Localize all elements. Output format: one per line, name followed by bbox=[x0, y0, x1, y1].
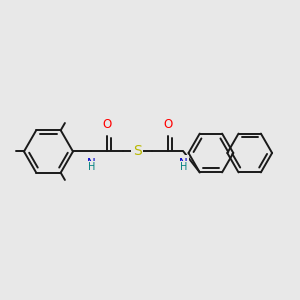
Text: S: S bbox=[133, 145, 142, 158]
Text: H: H bbox=[88, 162, 95, 172]
Text: O: O bbox=[102, 118, 112, 130]
Text: N: N bbox=[87, 157, 96, 170]
Text: N: N bbox=[179, 157, 188, 170]
Text: H: H bbox=[180, 162, 187, 172]
Text: O: O bbox=[163, 118, 172, 130]
